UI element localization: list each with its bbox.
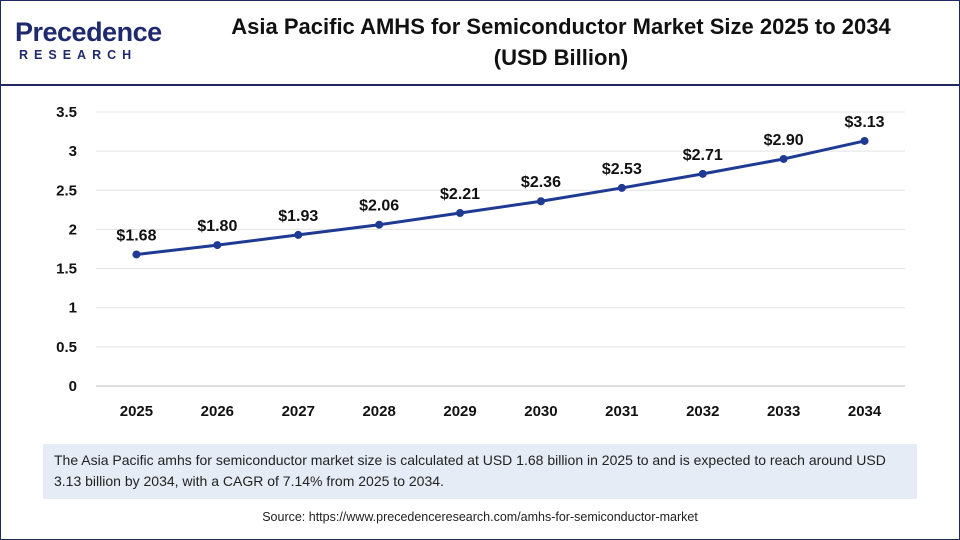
data-point	[132, 250, 141, 259]
data-label: $2.53	[602, 161, 642, 178]
data-point	[617, 183, 626, 192]
x-tick-label: 2029	[443, 403, 476, 420]
header: Precedence RESEARCH Asia Pacific AMHS fo…	[1, 1, 959, 86]
summary-note: The Asia Pacific amhs for semiconductor …	[43, 444, 917, 499]
y-tick-label: 2	[69, 221, 77, 238]
data-label: $2.90	[764, 132, 804, 149]
precedence-research-logo: Precedence RESEARCH	[15, 17, 165, 67]
data-label: $1.80	[197, 218, 237, 235]
data-point	[294, 230, 303, 239]
x-tick-label: 2032	[686, 403, 719, 420]
chart-title: Asia Pacific AMHS for Semiconductor Mark…	[181, 11, 941, 73]
data-point	[213, 241, 222, 250]
chart-title-line2: (USD Billion)	[493, 45, 629, 70]
data-point	[779, 154, 788, 163]
y-tick-label: 2.5	[56, 182, 77, 199]
chart-title-line1: Asia Pacific AMHS for Semiconductor Mark…	[231, 14, 891, 39]
y-tick-label: 3	[69, 143, 77, 160]
y-tick-label: 1.5	[56, 261, 77, 278]
data-label: $2.21	[440, 186, 480, 203]
logo-main-text: Precedence	[15, 17, 162, 47]
data-point	[536, 197, 545, 206]
series-line	[136, 139, 865, 256]
x-tick-label: 2025	[120, 403, 153, 420]
x-tick-label: 2034	[848, 403, 882, 420]
data-label: $1.68	[116, 227, 156, 244]
data-label: $3.13	[845, 114, 885, 131]
y-tick-label: 0	[69, 378, 77, 395]
data-point	[860, 136, 869, 145]
y-tick-label: 3.5	[56, 104, 77, 121]
x-tick-label: 2030	[524, 403, 557, 420]
data-label: $2.71	[683, 147, 723, 164]
data-point	[375, 220, 384, 229]
x-tick-label: 2026	[201, 403, 234, 420]
line-chart: 0 0.5 1 1.5 2 2.5 3 3.5 2025 2026 2027 2028 2029 2030…	[56, 104, 905, 420]
data-label: $2.06	[359, 198, 399, 215]
source-citation: Source: https://www.precedenceresearch.c…	[262, 510, 698, 524]
data-point	[456, 208, 465, 217]
data-point	[698, 169, 707, 178]
logo-sub-text: RESEARCH	[19, 48, 138, 62]
data-label: $2.36	[521, 174, 561, 191]
x-tick-label: 2031	[605, 403, 638, 420]
x-tick-label: 2028	[362, 403, 395, 420]
y-tick-label: 1	[69, 300, 77, 317]
x-tick-label: 2027	[282, 403, 315, 420]
data-label: $1.93	[278, 208, 318, 225]
y-tick-label: 0.5	[56, 339, 77, 356]
x-tick-label: 2033	[767, 403, 800, 420]
